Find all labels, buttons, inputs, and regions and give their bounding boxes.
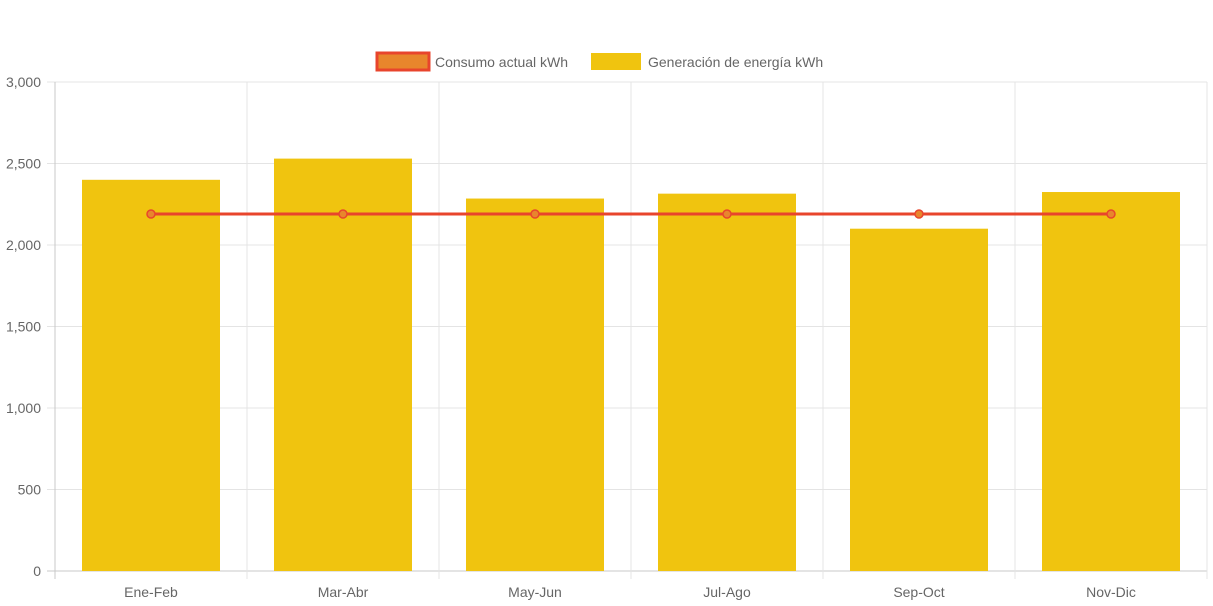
legend-label-generacion: Generación de energía kWh — [648, 54, 823, 70]
y-tick-label: 3,000 — [6, 74, 41, 90]
y-tick-label: 1,500 — [6, 319, 41, 335]
legend-item-consumo[interactable]: Consumo actual kWh — [375, 51, 568, 72]
point-consumo-may-jun[interactable] — [530, 209, 540, 219]
grid-lines — [47, 81, 1208, 579]
y-tick-label: 2,500 — [6, 156, 41, 172]
bar-generacion-mar-abr[interactable] — [274, 158, 412, 572]
y-tick-label: 500 — [18, 482, 42, 498]
bar-generacion-sep-oct[interactable] — [850, 228, 988, 571]
legend-swatch-consumo — [375, 51, 431, 72]
bar-series-generacion — [82, 158, 1180, 572]
y-tick-label: 2,000 — [6, 237, 41, 253]
point-consumo-sep-oct[interactable] — [914, 209, 924, 219]
legend-swatch-generacion — [591, 53, 641, 70]
x-tick-label: Ene-Feb — [124, 584, 178, 600]
y-tick-label: 0 — [33, 563, 41, 579]
legend-item-generacion[interactable]: Generación de energía kWh — [591, 53, 823, 70]
bar-generacion-jul-ago[interactable] — [658, 193, 796, 571]
x-tick-label: Jul-Ago — [703, 584, 751, 600]
point-consumo-ene-feb[interactable] — [146, 209, 156, 219]
x-axis: Ene-Feb Mar-Abr May-Jun Jul-Ago Sep-Oct Nov-D… — [124, 584, 1136, 600]
line-series-consumo — [146, 209, 1116, 219]
legend-label-consumo: Consumo actual kWh — [435, 54, 568, 70]
x-tick-label: Nov-Dic — [1086, 584, 1136, 600]
bar-generacion-ene-feb[interactable] — [82, 179, 220, 572]
bar-generacion-may-jun[interactable] — [466, 198, 604, 572]
point-consumo-mar-abr[interactable] — [338, 209, 348, 219]
x-tick-label: Sep-Oct — [893, 584, 944, 600]
x-tick-label: Mar-Abr — [318, 584, 369, 600]
bar-generacion-nov-dic[interactable] — [1042, 192, 1180, 571]
point-consumo-nov-dic[interactable] — [1106, 209, 1116, 219]
y-tick-label: 1,000 — [6, 400, 41, 416]
y-axis: 0 500 1,000 1,500 2,000 2,500 3,000 — [6, 74, 41, 579]
point-consumo-jul-ago[interactable] — [722, 209, 732, 219]
chart-legend: Consumo actual kWh Generación de energía… — [375, 51, 823, 72]
x-tick-label: May-Jun — [508, 584, 562, 600]
